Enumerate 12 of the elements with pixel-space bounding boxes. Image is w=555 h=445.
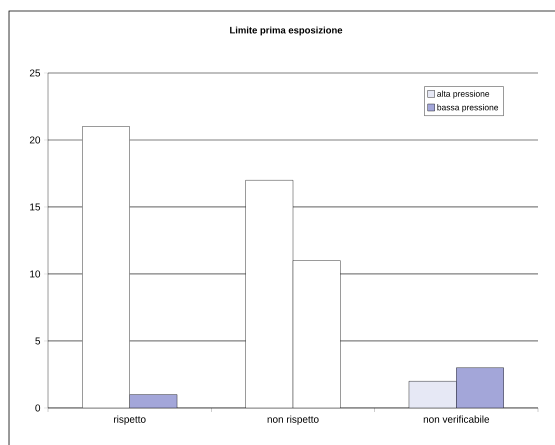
chart-title: Limite prima esposizione	[230, 26, 342, 36]
y-tick-label: 0	[35, 404, 40, 412]
x-tick-label: non rispetto	[268, 416, 319, 425]
y-tick-label: 10	[30, 270, 40, 278]
y-tick-label: 15	[30, 204, 40, 210]
y-tick-label: 5	[35, 338, 40, 344]
x-tick-label: non verificabile	[424, 416, 490, 423]
x-tick-label: rispetto	[114, 416, 146, 425]
y-tick-label: 20	[30, 136, 40, 144]
y-tick-label: 25	[30, 69, 40, 77]
legend-label: alta pressione	[437, 90, 490, 98]
legend-label: bassa pressione	[437, 104, 498, 112]
